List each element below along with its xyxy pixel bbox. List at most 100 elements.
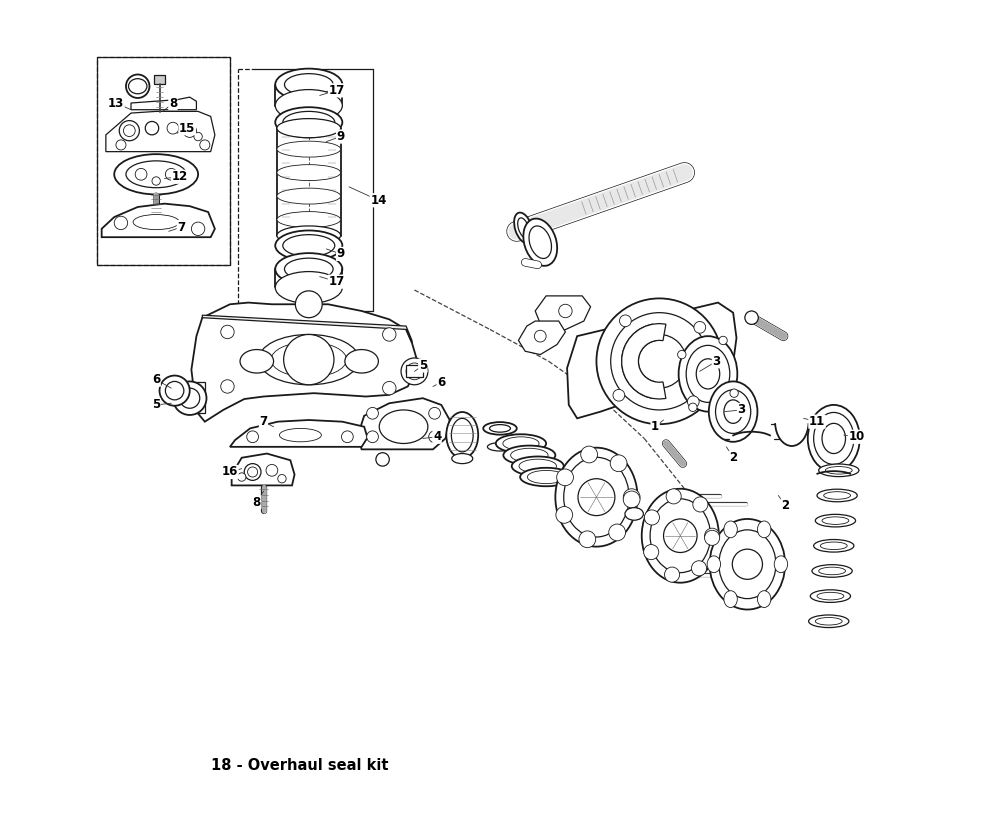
Circle shape	[401, 358, 428, 385]
Ellipse shape	[275, 69, 342, 101]
Ellipse shape	[277, 118, 341, 138]
Circle shape	[596, 298, 722, 424]
Ellipse shape	[452, 454, 473, 464]
Circle shape	[609, 524, 626, 541]
Ellipse shape	[511, 449, 548, 462]
Ellipse shape	[520, 468, 572, 486]
Ellipse shape	[822, 517, 849, 524]
Circle shape	[705, 528, 720, 543]
Circle shape	[644, 510, 659, 525]
Ellipse shape	[514, 213, 533, 244]
Text: 3: 3	[737, 403, 746, 417]
Ellipse shape	[812, 564, 852, 577]
Ellipse shape	[277, 188, 341, 204]
Ellipse shape	[808, 405, 860, 472]
Circle shape	[342, 431, 353, 443]
Text: 8: 8	[253, 496, 261, 509]
Bar	[97, 57, 230, 265]
Ellipse shape	[814, 539, 854, 552]
Text: 14: 14	[370, 194, 387, 207]
Ellipse shape	[716, 390, 751, 433]
Ellipse shape	[757, 591, 771, 607]
Circle shape	[534, 330, 546, 342]
Ellipse shape	[810, 590, 851, 602]
Polygon shape	[357, 398, 450, 449]
Ellipse shape	[275, 230, 342, 260]
Circle shape	[689, 403, 697, 412]
Circle shape	[167, 123, 179, 134]
Circle shape	[644, 544, 659, 559]
Ellipse shape	[774, 556, 788, 573]
Circle shape	[119, 121, 139, 141]
Circle shape	[123, 125, 135, 137]
Circle shape	[145, 122, 159, 135]
Ellipse shape	[719, 530, 776, 599]
Polygon shape	[190, 382, 205, 413]
Circle shape	[114, 216, 128, 229]
Text: 2: 2	[729, 451, 737, 465]
Circle shape	[126, 75, 149, 98]
Text: 18 - Overhaul seal kit: 18 - Overhaul seal kit	[211, 758, 388, 773]
Ellipse shape	[527, 470, 565, 484]
Circle shape	[383, 328, 396, 341]
Circle shape	[191, 222, 205, 235]
Text: 11: 11	[809, 415, 825, 428]
Ellipse shape	[822, 423, 846, 454]
Ellipse shape	[817, 489, 857, 501]
Polygon shape	[622, 324, 656, 398]
Circle shape	[611, 312, 708, 410]
Text: 2: 2	[781, 499, 789, 512]
Circle shape	[247, 431, 258, 443]
Circle shape	[620, 315, 631, 327]
Ellipse shape	[519, 459, 556, 473]
Circle shape	[693, 497, 708, 512]
Ellipse shape	[284, 74, 333, 96]
Text: 4: 4	[433, 430, 441, 444]
Circle shape	[165, 381, 184, 400]
Ellipse shape	[650, 499, 710, 573]
Circle shape	[376, 453, 389, 466]
Polygon shape	[230, 420, 367, 447]
Bar	[154, 76, 165, 84]
Text: 15: 15	[179, 122, 195, 134]
Circle shape	[131, 80, 144, 93]
Ellipse shape	[283, 112, 335, 134]
Ellipse shape	[503, 437, 539, 450]
Polygon shape	[232, 454, 295, 486]
Text: 5: 5	[152, 398, 160, 412]
Circle shape	[732, 549, 762, 580]
Ellipse shape	[284, 258, 333, 280]
Ellipse shape	[277, 226, 341, 245]
Ellipse shape	[815, 514, 856, 527]
Ellipse shape	[277, 212, 341, 228]
Text: 16: 16	[222, 465, 238, 479]
Text: 5: 5	[419, 359, 427, 372]
Ellipse shape	[483, 422, 517, 434]
Ellipse shape	[275, 253, 342, 285]
Circle shape	[666, 489, 681, 504]
Circle shape	[579, 531, 596, 548]
Circle shape	[556, 507, 573, 523]
Circle shape	[623, 489, 640, 506]
Text: 6: 6	[437, 375, 445, 389]
Circle shape	[730, 389, 738, 397]
Circle shape	[266, 465, 278, 476]
Polygon shape	[102, 203, 215, 237]
Ellipse shape	[724, 521, 737, 538]
Ellipse shape	[126, 161, 186, 187]
Ellipse shape	[820, 542, 847, 549]
Bar	[97, 57, 230, 265]
Text: 1: 1	[651, 420, 659, 433]
Ellipse shape	[240, 349, 274, 373]
Ellipse shape	[114, 155, 198, 194]
Polygon shape	[191, 302, 416, 422]
Circle shape	[284, 334, 334, 385]
Circle shape	[152, 176, 160, 185]
Text: 3: 3	[712, 354, 720, 368]
Circle shape	[160, 375, 190, 406]
Circle shape	[623, 491, 640, 508]
Ellipse shape	[490, 424, 510, 432]
Circle shape	[367, 407, 378, 419]
Ellipse shape	[817, 592, 844, 600]
Circle shape	[183, 124, 196, 138]
